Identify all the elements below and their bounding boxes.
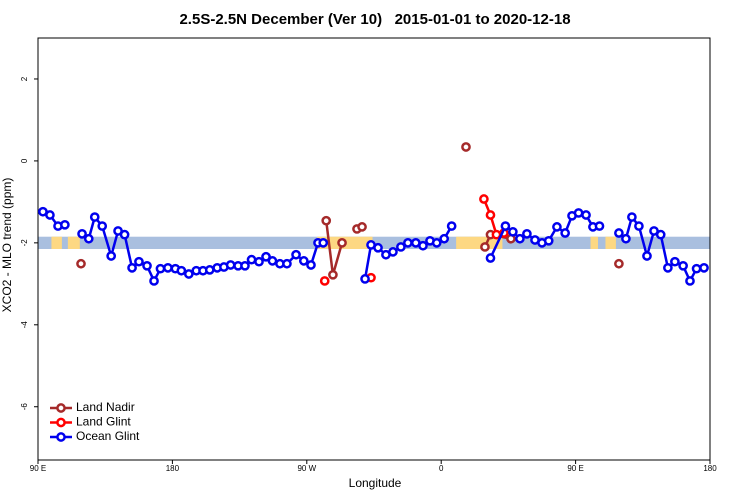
data-point — [127, 262, 137, 273]
data-point — [552, 222, 562, 232]
x-tick-label: 180 — [166, 464, 180, 473]
data-point — [678, 260, 688, 271]
data-point — [77, 228, 87, 239]
data-point — [418, 240, 428, 251]
data-point — [573, 208, 584, 218]
data-point — [621, 233, 631, 244]
data-point — [319, 276, 330, 286]
y-tick-label: -6 — [20, 403, 29, 411]
legend-label: Land Glint — [76, 415, 131, 429]
data-point — [446, 221, 457, 231]
data-point — [240, 260, 250, 271]
data-point — [634, 221, 644, 231]
land-segment — [590, 236, 598, 249]
data-point — [515, 233, 525, 244]
data-point — [508, 226, 518, 237]
data-point — [663, 262, 673, 273]
data-point — [267, 256, 278, 266]
chart-title: 2.5S-2.5N December (Ver 10) 2015-01-01 t… — [179, 11, 570, 28]
data-point — [431, 238, 442, 248]
data-point — [261, 251, 271, 262]
y-tick-label: 2 — [20, 76, 29, 81]
data-point — [691, 263, 702, 274]
data-point — [403, 238, 413, 248]
data-point — [155, 263, 166, 274]
data-point — [163, 262, 173, 273]
x-tick-label: 90 E — [567, 464, 583, 473]
data-point — [225, 260, 236, 270]
data-point — [60, 219, 70, 230]
data-point — [479, 194, 489, 204]
y-tick-label: -4 — [20, 321, 29, 329]
data-point — [581, 210, 591, 220]
data-point — [373, 242, 383, 253]
data-point — [396, 242, 406, 252]
x-tick-label: 90 W — [297, 464, 316, 473]
data-point — [97, 221, 108, 231]
data-point — [485, 253, 496, 263]
y-axis-label: XCO2 - MLO trend (ppm) — [0, 178, 14, 313]
data-point — [543, 235, 554, 246]
data-point — [291, 249, 301, 260]
data-point — [614, 228, 624, 238]
data-point — [328, 269, 338, 280]
y-tick-label: 0 — [20, 158, 29, 163]
data-point — [670, 256, 680, 267]
plot-frame — [37, 37, 711, 461]
legend-marker — [56, 417, 66, 428]
legend-marker — [56, 432, 66, 442]
data-point — [642, 251, 652, 261]
data-point — [204, 265, 215, 275]
data-point — [655, 229, 666, 240]
data-point — [89, 212, 100, 222]
data-point — [461, 142, 471, 152]
data-point — [282, 258, 292, 269]
data-point — [560, 228, 570, 238]
data-point — [106, 251, 117, 261]
data-point — [614, 258, 624, 269]
land-segment — [67, 236, 80, 249]
data-point — [627, 212, 637, 222]
data-point — [321, 215, 332, 226]
legend-marker — [56, 403, 66, 413]
data-point — [685, 276, 695, 286]
x-tick-label: 180 — [703, 464, 717, 473]
data-point — [83, 233, 94, 244]
data-point — [298, 256, 309, 266]
legend-label: Land Nadir — [76, 400, 135, 414]
data-point — [76, 258, 86, 269]
data-point — [337, 238, 347, 248]
data-point — [306, 260, 316, 270]
land-segment — [605, 236, 616, 249]
data-point — [357, 222, 367, 232]
y-tick-label: -2 — [20, 239, 29, 247]
data-point — [318, 238, 329, 248]
data-point — [500, 221, 511, 231]
data-point — [480, 242, 490, 252]
data-point — [594, 221, 605, 231]
data-point — [485, 210, 496, 220]
x-tick-label: 0 — [439, 464, 444, 473]
data-point — [439, 233, 450, 244]
data-point — [149, 276, 159, 286]
data-point — [45, 210, 55, 220]
land-segment — [456, 236, 503, 249]
data-point — [254, 256, 264, 267]
data-point — [142, 260, 152, 271]
data-point — [119, 229, 130, 240]
data-point — [176, 265, 187, 276]
land-segment — [51, 236, 62, 249]
data-point — [360, 274, 370, 284]
data-point — [134, 256, 144, 267]
legend-label: Ocean Glint — [76, 429, 140, 443]
data-point — [388, 247, 398, 257]
x-axis-label: Longitude — [349, 476, 402, 490]
x-tick-label: 90 E — [30, 464, 46, 473]
data-point — [183, 269, 194, 279]
data-point — [246, 254, 257, 265]
data-point — [522, 228, 532, 239]
data-point — [699, 262, 709, 273]
